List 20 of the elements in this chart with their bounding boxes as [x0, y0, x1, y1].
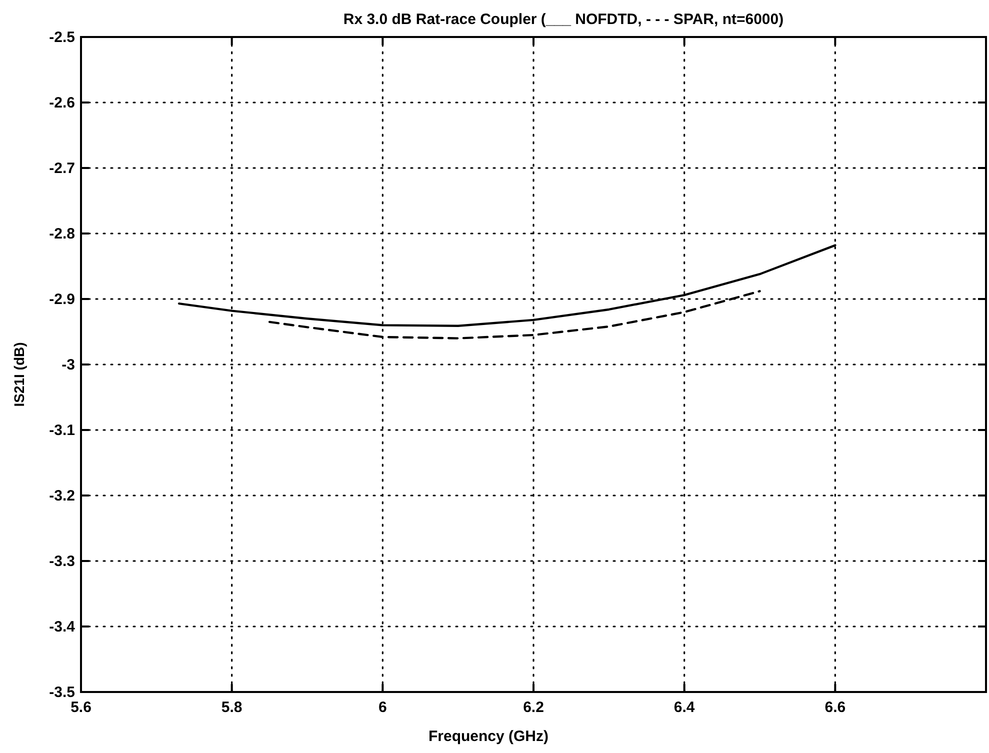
x-tick-label: 6.4 — [674, 699, 696, 716]
x-tick-label: 5.6 — [70, 699, 92, 716]
x-tick-label: 6.2 — [523, 699, 544, 716]
y-tick-label: -3.4 — [49, 618, 76, 636]
y-tick-label: -3.5 — [49, 684, 75, 701]
y-tick-label: -2.9 — [49, 291, 75, 308]
y-tick-label: -2.8 — [49, 226, 75, 242]
y-tick-label: -3.1 — [49, 422, 75, 439]
x-tick-label: 5.8 — [221, 699, 242, 716]
x-tick-label: 6.6 — [824, 699, 846, 716]
y-tick-label: -3 — [62, 356, 75, 374]
y-axis-title: IS21I (dB) — [11, 342, 27, 407]
x-axis-title: Frequency (GHz) — [428, 728, 549, 745]
y-tick-label: -2.6 — [49, 94, 75, 112]
chart-title: Rx 3.0 dB Rat-race Coupler (___ NOFDTD, - - - SPAR, nt=6000) — [343, 11, 784, 28]
y-tick-label: -2.5 — [49, 29, 75, 46]
y-tick-label: -3.2 — [49, 488, 75, 504]
y-tick-label: -2.7 — [49, 160, 75, 177]
x-tick-label: 6 — [378, 699, 387, 716]
y-tick-label: -3.3 — [49, 553, 75, 570]
